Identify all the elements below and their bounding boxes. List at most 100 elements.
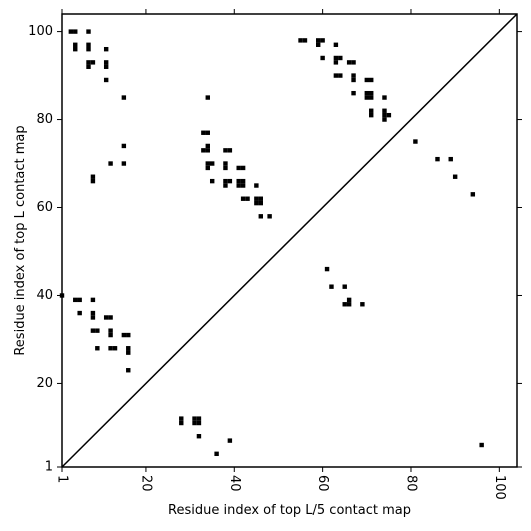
contact-cell-upper-46: [254, 196, 259, 201]
y-tick-label-0: 1: [45, 460, 53, 475]
contact-cell-upper-86: [470, 192, 476, 197]
contact-cell-upper-30: [205, 165, 210, 171]
contact-cell-lower-15: [95, 346, 100, 351]
plot-frame: [61, 13, 518, 468]
contact-cell-lower-1: [73, 297, 78, 303]
contact-cell-upper-4: [73, 46, 78, 52]
contact-cell-upper-10: [103, 46, 109, 52]
contact-cell-lower-17: [112, 346, 118, 351]
contact-cell-upper-61: [333, 60, 339, 65]
contact-cell-lower-27: [360, 302, 365, 307]
y-tick-label-3: 60: [36, 200, 53, 215]
contact-cell-upper-29: [209, 161, 215, 166]
contact-cell-lower-2: [77, 297, 82, 303]
contact-cell-lower-24: [346, 297, 352, 303]
contact-cell-upper-70: [351, 90, 356, 96]
contact-cell-upper-22: [205, 130, 210, 135]
contact-cell-upper-33: [209, 178, 215, 184]
contact-cell-lower-31: [196, 416, 202, 421]
contact-cell-upper-37: [236, 165, 241, 171]
contact-cell-upper-8: [86, 64, 91, 69]
contact-cell-upper-50: [258, 214, 263, 219]
contact-cell-upper-66: [351, 73, 356, 78]
contact-cell-upper-7: [86, 60, 91, 65]
contact-cell-upper-34: [223, 178, 228, 184]
contact-cell-lower-9: [90, 328, 96, 333]
contact-cell-upper-54: [316, 38, 321, 43]
contact-cell-upper-68: [364, 77, 370, 83]
contact-cell-upper-43: [254, 183, 259, 188]
contact-cell-upper-11: [103, 60, 109, 65]
contact-cell-lower-34: [196, 434, 202, 439]
contact-cell-upper-19: [121, 161, 127, 166]
contact-cell-upper-47: [258, 196, 263, 201]
contact-cell-upper-27: [227, 148, 233, 153]
contact-cell-lower-3: [90, 297, 96, 303]
contact-cell-upper-9: [90, 60, 96, 65]
upper-triangle-contacts: [68, 29, 476, 219]
y-tick-label-1: 20: [36, 376, 53, 391]
contact-cell-upper-75: [382, 95, 387, 100]
contact-cell-lower-21: [324, 266, 330, 272]
contact-cell-lower-6: [90, 315, 96, 320]
contact-cell-upper-38: [240, 165, 246, 171]
contact-cell-lower-33: [196, 420, 202, 426]
contact-cell-upper-13: [103, 77, 109, 83]
contact-cell-upper-80: [382, 117, 387, 122]
contact-cell-lower-23: [342, 284, 347, 289]
contact-cell-upper-72: [369, 90, 374, 96]
contact-cell-upper-36: [227, 178, 233, 184]
contact-cell-upper-76: [369, 108, 374, 113]
contact-cell-upper-35: [223, 183, 228, 188]
y-tick-label-5: 100: [28, 24, 53, 39]
contact-cell-upper-64: [333, 73, 339, 78]
diagonal-line: [61, 13, 518, 468]
contact-cell-upper-24: [205, 148, 210, 153]
contact-cell-lower-35: [227, 438, 233, 443]
contact-cell-upper-1: [73, 29, 78, 34]
contact-cell-upper-26: [223, 148, 228, 153]
contact-cell-lower-14: [126, 332, 131, 338]
contact-cell-upper-28: [205, 161, 210, 166]
contact-cell-upper-49: [258, 200, 263, 206]
contact-cell-upper-42: [240, 183, 246, 188]
contact-cell-upper-21: [201, 130, 206, 135]
contact-cell-upper-83: [435, 156, 440, 162]
contact-cell-lower-20: [126, 368, 131, 373]
contact-cell-upper-12: [103, 64, 109, 69]
contact-cell-upper-57: [333, 42, 339, 47]
contact-cell-upper-41: [236, 183, 241, 188]
y-axis-label: Residue index of top L contact map: [13, 125, 28, 355]
contact-cell-upper-39: [236, 178, 241, 184]
contact-cell-upper-79: [382, 112, 387, 118]
contact-cell-upper-2: [86, 29, 91, 34]
contact-cell-upper-81: [386, 112, 392, 118]
x-tick-label-1: 20: [138, 475, 153, 492]
x-tick-label-0: 1: [55, 475, 70, 483]
contact-cell-upper-69: [369, 77, 374, 83]
contact-cell-lower-25: [342, 302, 347, 307]
contact-cell-upper-73: [364, 95, 370, 100]
contact-cell-lower-22: [329, 284, 334, 289]
contact-cell-upper-77: [369, 112, 374, 118]
contact-cell-lower-29: [179, 420, 184, 426]
contact-cell-upper-51: [267, 214, 272, 219]
contact-cell-upper-74: [369, 95, 374, 100]
contact-cell-upper-84: [448, 156, 453, 162]
contact-cell-upper-62: [346, 60, 352, 65]
contact-cell-lower-4: [77, 310, 82, 316]
contact-cell-upper-55: [320, 38, 325, 43]
contact-cell-lower-5: [90, 310, 96, 316]
contact-cell-upper-18: [108, 161, 113, 166]
contact-cell-lower-7: [103, 315, 109, 320]
contact-cell-lower-28: [179, 416, 184, 421]
lower-triangle-contacts: [59, 266, 484, 457]
contact-cell-lower-10: [95, 328, 100, 333]
y-axis-ticks: 1 20 40 60 80 100: [28, 24, 522, 475]
contact-cell-lower-36: [214, 451, 219, 457]
contact-cell-upper-48: [254, 200, 259, 206]
y-tick-label-2: 40: [36, 288, 53, 303]
contact-cell-lower-26: [346, 302, 352, 307]
x-tick-label-2: 40: [227, 475, 242, 492]
